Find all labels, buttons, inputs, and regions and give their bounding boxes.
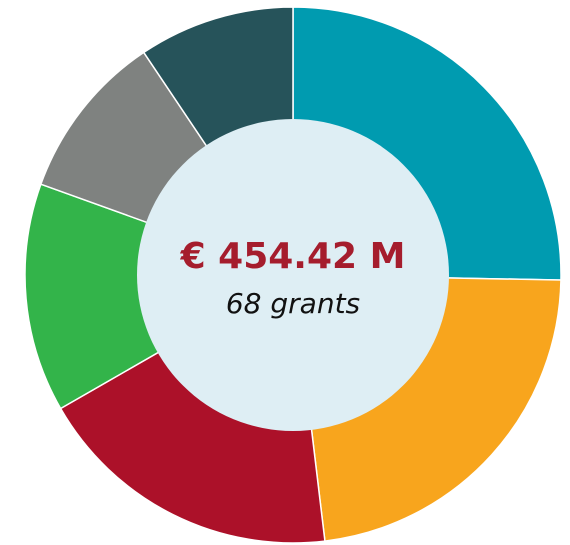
center-title: € 454.42 M [180, 236, 406, 277]
center-circle [137, 119, 449, 431]
center-subtitle: 68 grants [226, 287, 360, 320]
